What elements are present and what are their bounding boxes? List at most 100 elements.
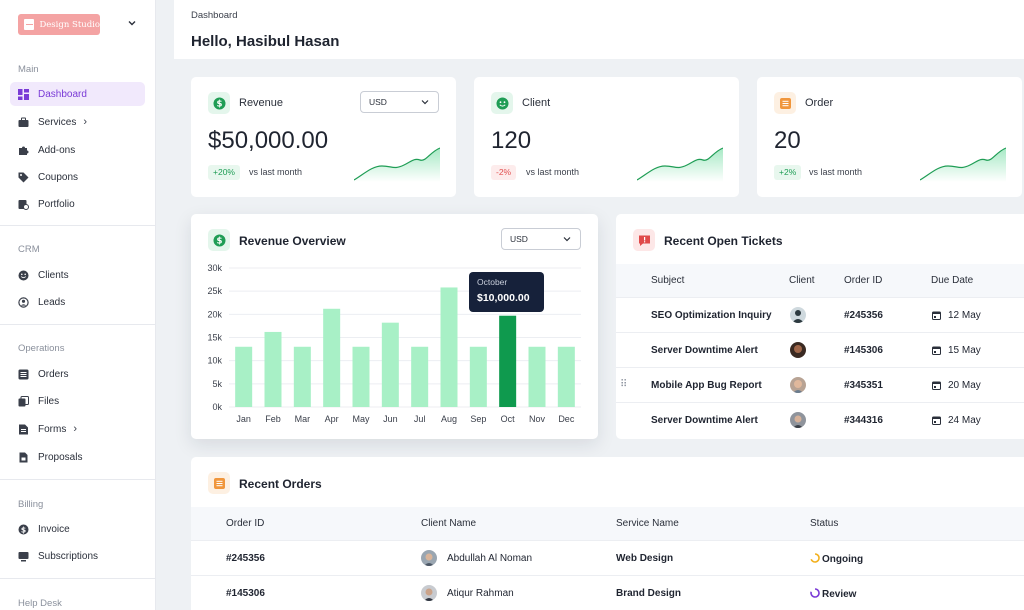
sidebar-item-add-ons[interactable]: Add-ons [10, 138, 145, 162]
sidebar-item-label: Dashboard [38, 88, 87, 100]
order-stat-card: Order 20 +2% vs last month [757, 77, 1022, 197]
order-id: #245356 [844, 310, 883, 321]
tag-icon [18, 172, 29, 183]
table-row[interactable]: #145306 Atiqur Rahman Brand Design Revie… [191, 575, 1024, 610]
page-title: Hello, Hasibul Hasan [191, 33, 340, 50]
revenue-stat-card: $ Revenue USD $50,000.00 +20% vs last mo… [191, 77, 456, 197]
list-icon [208, 472, 230, 494]
sidebar-item-forms[interactable]: Forms › [10, 417, 145, 441]
sidebar-item-invoice[interactable]: $ Invoice [10, 517, 145, 541]
sidebar-item-clients[interactable]: Clients [10, 263, 145, 287]
y-tick-label: 20k [207, 309, 222, 319]
chart-tooltip: October $10,000.00 [469, 272, 544, 312]
chart-bar [557, 346, 575, 407]
table-header: Subject Client Order ID Due Date [616, 264, 1024, 297]
calendar-icon [932, 381, 941, 390]
currency-select-value: USD [369, 97, 387, 107]
panel-title: Revenue Overview [239, 234, 346, 248]
sidebar-item-services[interactable]: Services › [10, 110, 145, 134]
breadcrumb[interactable]: Dashboard [191, 10, 238, 21]
column-header[interactable]: Service Name [616, 518, 679, 529]
order-id: #145306 [226, 588, 265, 599]
order-status: Ongoing [810, 553, 863, 565]
section-label-operations: Operations [18, 343, 65, 354]
table-header: Order ID Client Name Service Name Status [191, 507, 1024, 540]
calendar-icon [932, 311, 941, 320]
order-id: #245356 [226, 553, 265, 564]
sidebar-item-coupons[interactable]: Coupons [10, 165, 145, 189]
sidebar-divider [0, 578, 156, 579]
sidebar-item-label: Proposals [38, 451, 83, 463]
monitor-icon [18, 551, 29, 562]
chart-bar [352, 346, 370, 407]
sidebar-item-orders[interactable]: Orders [10, 362, 145, 386]
currency-select[interactable]: USD [360, 91, 439, 113]
table-row[interactable]: ⠿ Mobile App Bug Report #345351 20 May [616, 367, 1024, 402]
avatar [790, 342, 806, 358]
sidebar-divider [0, 479, 156, 480]
sidebar-item-portfolio[interactable]: Portfolio [10, 192, 145, 216]
sidebar-item-proposals[interactable]: Proposals [10, 445, 145, 469]
column-header[interactable]: Order ID [844, 275, 883, 286]
x-tick-label: Sep [470, 414, 486, 424]
status-label: Review [822, 589, 857, 600]
panel-title: Recent Orders [239, 477, 322, 491]
currency-select-value: USD [510, 234, 528, 244]
x-tick-label: Mar [295, 414, 311, 424]
sidebar-item-subscriptions[interactable]: Subscriptions [10, 544, 145, 568]
sidebar-item-leads[interactable]: Leads [10, 290, 145, 314]
user-circle-icon [18, 296, 29, 308]
y-tick-label: 10k [207, 356, 222, 366]
chevron-down-icon[interactable] [128, 19, 136, 27]
stat-title: Revenue [239, 97, 284, 109]
brand-mark-icon [24, 19, 35, 30]
column-header[interactable]: Client Name [421, 518, 477, 529]
due-date: 12 May [948, 310, 981, 321]
currency-select[interactable]: USD [501, 228, 581, 250]
section-label-billing: Billing [18, 499, 44, 510]
due-date: 15 May [948, 345, 981, 356]
page-header: Dashboard Hello, Hasibul Hasan [174, 0, 1024, 59]
comparison-label: vs last month [526, 167, 580, 177]
x-tick-label: May [352, 414, 370, 424]
service-name: Brand Design [616, 588, 682, 599]
brand-logo[interactable]: Design Studio [18, 14, 100, 35]
table-row[interactable]: SEO Optimization Inquiry #245356 12 May [616, 297, 1024, 332]
drag-handle-icon[interactable]: ⠿ [620, 379, 628, 390]
x-tick-label: Jan [236, 414, 251, 424]
list-icon [774, 92, 796, 114]
column-header[interactable]: Order ID [226, 518, 265, 529]
sidebar-item-label: Portfolio [38, 198, 75, 210]
column-header[interactable]: Status [810, 518, 839, 529]
y-tick-label: 30k [207, 263, 222, 273]
sidebar-item-files[interactable]: Files [10, 389, 145, 413]
column-header[interactable]: Due Date [931, 275, 974, 286]
chevron-down-icon [563, 237, 571, 242]
sidebar-item-dashboard[interactable]: Dashboard [10, 82, 145, 106]
order-id: #145306 [844, 345, 883, 356]
table-row[interactable]: Server Downtime Alert #344316 24 May [616, 402, 1024, 437]
sidebar-item-label: Clients [38, 269, 69, 281]
service-name: Web Design [616, 553, 674, 564]
x-tick-label: Jun [383, 414, 398, 424]
sidebar-item-label: Coupons [38, 171, 79, 183]
form-icon [18, 424, 29, 435]
client-sparkline [637, 147, 723, 182]
ticket-subject: Server Downtime Alert [651, 345, 758, 356]
sidebar-item-label: Invoice [38, 523, 70, 535]
chart-bar [381, 322, 399, 407]
recent-orders-card: Recent Orders Order ID Client Name Servi… [191, 457, 1024, 610]
table-row[interactable]: Server Downtime Alert #145306 15 May [616, 332, 1024, 367]
table-row[interactable]: #245356 Abdullah Al Noman Web Design Ong… [191, 540, 1024, 575]
column-header[interactable]: Client [789, 275, 815, 286]
section-label-main: Main [18, 64, 39, 75]
ongoing-status-icon [810, 553, 820, 563]
ticket-subject: Mobile App Bug Report [651, 380, 762, 391]
y-tick-label: 0k [212, 402, 222, 412]
column-header[interactable]: Subject [651, 275, 685, 286]
order-sparkline [920, 147, 1006, 182]
stat-title: Order [805, 97, 834, 109]
puzzle-icon [18, 145, 29, 156]
chevron-down-icon [421, 100, 429, 105]
revenue-bar-chart: 0k 5k 10k 15k 20k 25k 30k Jan Feb Mar Apr May Jun Jul… [207, 263, 581, 424]
